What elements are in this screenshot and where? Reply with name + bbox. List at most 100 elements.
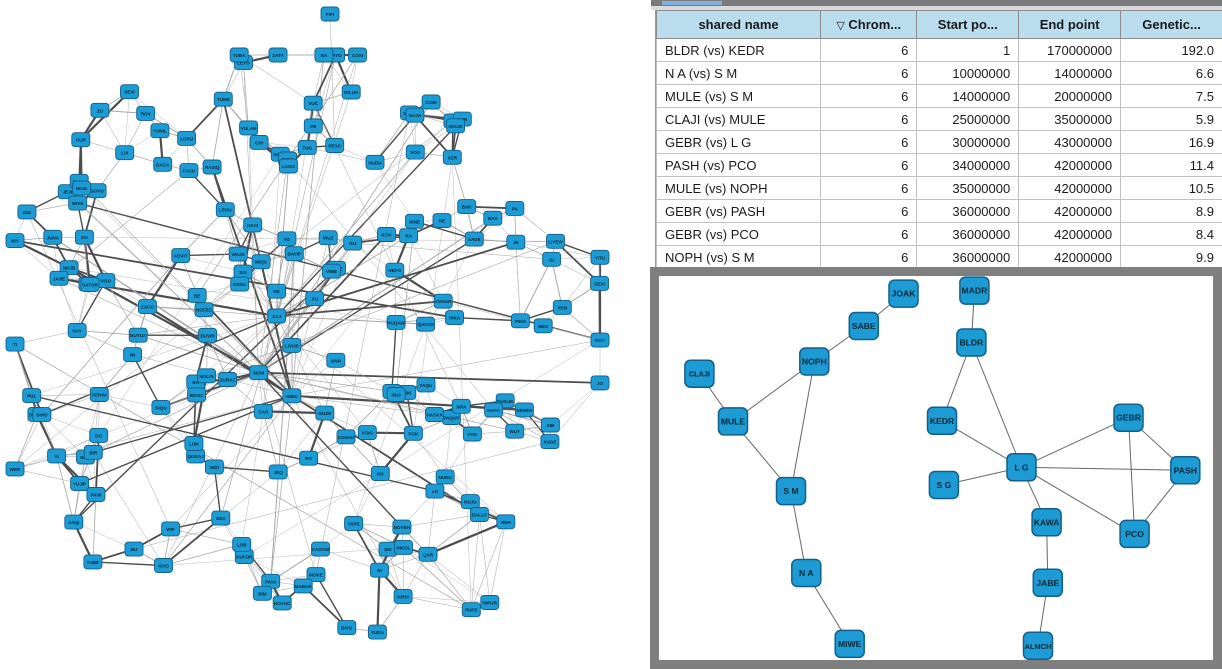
svg-text:JOAK: JOAK [892, 289, 917, 299]
svg-text:CAS: CAS [258, 409, 268, 414]
svg-text:PIHO: PIHO [515, 319, 527, 324]
svg-text:CIH: CIH [255, 140, 264, 145]
svg-text:DOLIK: DOLIK [448, 124, 463, 129]
svg-text:NOFED: NOFED [196, 308, 213, 313]
svg-text:VOG: VOG [410, 150, 421, 155]
svg-text:LOB: LOB [237, 542, 247, 547]
svg-text:BEVIC: BEVIC [190, 393, 205, 398]
svg-text:LAGO: LAGO [282, 164, 296, 169]
svg-text:XOVIT: XOVIT [174, 254, 188, 259]
svg-text:GI: GI [549, 257, 554, 262]
svg-text:ROY: ROY [595, 338, 605, 343]
svg-text:MULE: MULE [721, 416, 746, 426]
svg-text:ZAJ: ZAJ [272, 314, 281, 319]
svg-text:LIX: LIX [121, 151, 129, 156]
svg-text:BU: BU [131, 547, 138, 552]
svg-text:SATOR: SATOR [82, 283, 98, 288]
svg-text:HUJ: HUJ [391, 393, 401, 398]
svg-text:LOPU: LOPU [180, 136, 193, 141]
svg-text:NAJA: NAJA [409, 113, 422, 118]
svg-text:JE: JE [513, 240, 519, 245]
svg-text:MIWE: MIWE [838, 639, 862, 649]
svg-text:MI: MI [130, 353, 135, 358]
svg-text:BAX: BAX [488, 216, 499, 221]
svg-text:RA: RA [321, 53, 328, 58]
svg-text:WIF: WIF [166, 527, 175, 532]
svg-text:BUVIR: BUVIR [200, 333, 215, 338]
svg-text:KIRIX: KIRIX [397, 594, 410, 599]
svg-text:NIY: NIY [11, 239, 19, 244]
svg-text:DACA: DACA [156, 162, 170, 167]
svg-text:FACU: FACU [183, 169, 196, 174]
svg-text:BE: BE [194, 293, 200, 298]
svg-text:VOKI: VOKI [362, 431, 373, 436]
svg-text:KUFOR: KUFOR [236, 555, 253, 560]
svg-text:DEZ: DEZ [216, 516, 225, 521]
svg-text:FEHIM: FEHIM [92, 393, 106, 398]
svg-text:NOPH: NOPH [802, 357, 827, 367]
svg-text:BIR: BIR [89, 450, 98, 455]
svg-text:GEMIW: GEMIW [516, 408, 533, 413]
svg-text:ROV: ROV [141, 111, 152, 116]
svg-text:MIQO: MIQO [255, 260, 268, 265]
svg-text:ZATA: ZATA [272, 53, 284, 58]
svg-text:PCO: PCO [1125, 529, 1144, 539]
svg-text:CAZOW: CAZOW [312, 547, 330, 552]
svg-text:JUNA: JUNA [47, 235, 60, 240]
svg-text:WER: WER [10, 467, 21, 472]
svg-text:SI: SI [54, 454, 58, 459]
svg-text:NICIB: NICIB [63, 266, 76, 271]
svg-text:DIVU: DIVU [341, 626, 353, 631]
svg-text:HIPUR: HIPUR [483, 601, 498, 606]
svg-text:RA: RA [405, 234, 412, 239]
svg-text:XIB: XIB [547, 423, 555, 428]
svg-text:DO: DO [95, 433, 102, 438]
svg-text:SIS: SIS [239, 270, 246, 275]
svg-text:YUNIL: YUNIL [153, 129, 167, 134]
svg-text:YUDU: YUDU [371, 630, 385, 635]
svg-text:LIVUB: LIVUB [285, 343, 299, 348]
svg-text:KIWI: KIWI [331, 358, 341, 363]
svg-text:NASAX: NASAX [426, 413, 443, 418]
svg-text:GEBR: GEBR [1116, 413, 1142, 423]
svg-text:S M: S M [783, 486, 798, 496]
svg-text:XIPA: XIPA [456, 404, 467, 409]
svg-text:ZIH: ZIH [81, 235, 89, 240]
svg-text:XIXO: XIXO [158, 564, 169, 569]
svg-text:FON: FON [409, 431, 419, 436]
svg-text:LIYEW: LIYEW [548, 239, 563, 244]
svg-text:MOM: MOM [253, 371, 264, 376]
svg-text:PAYA: PAYA [265, 579, 277, 584]
svg-text:LO: LO [432, 489, 439, 494]
svg-text:BLDR: BLDR [959, 338, 984, 348]
svg-text:KOV: KOV [382, 233, 393, 238]
svg-text:HIDI: HIDI [210, 465, 219, 470]
svg-text:ZACO: ZACO [141, 305, 154, 310]
svg-text:COXI: COXI [352, 53, 363, 58]
svg-text:VULAH: VULAH [241, 126, 258, 131]
svg-text:NUNU: NUNU [439, 475, 453, 480]
svg-text:RI: RI [377, 568, 382, 573]
svg-text:BAK: BAK [462, 205, 473, 210]
svg-text:XUGE: XUGE [543, 440, 556, 445]
svg-text:VIME: VIME [326, 269, 337, 274]
svg-text:JABE: JABE [1036, 578, 1059, 588]
svg-text:CLAJI: CLAJI [689, 370, 710, 379]
svg-text:L G: L G [1014, 462, 1028, 472]
svg-text:REH: REH [501, 520, 511, 525]
svg-text:LUN: LUN [189, 442, 199, 447]
svg-text:YO: YO [284, 237, 291, 242]
svg-text:FOD: FOD [468, 432, 478, 437]
svg-text:WOD: WOD [76, 186, 88, 191]
svg-text:BUYUX: BUYUX [130, 333, 147, 338]
svg-text:S G: S G [936, 480, 951, 490]
svg-text:KEDR: KEDR [930, 416, 955, 426]
svg-text:N A: N A [799, 568, 813, 578]
svg-text:YITU: YITU [595, 255, 606, 260]
svg-text:YUJIP: YUJIP [73, 482, 86, 487]
svg-text:FIFI: FIFI [326, 12, 334, 17]
svg-text:TI: TI [13, 342, 17, 347]
svg-text:JARE: JARE [53, 276, 65, 281]
svg-text:YEM: YEM [557, 305, 567, 310]
svg-text:PASH: PASH [1174, 465, 1197, 475]
